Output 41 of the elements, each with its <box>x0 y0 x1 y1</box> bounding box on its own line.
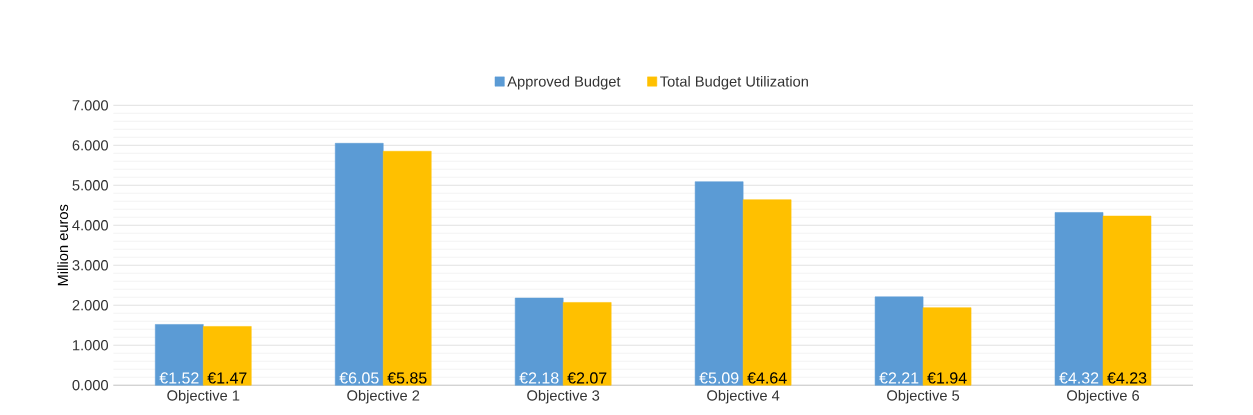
bar <box>334 143 384 386</box>
x-tick-label: Objective 3 <box>527 390 600 404</box>
bar <box>382 151 432 386</box>
data-label: €1.94 <box>927 372 967 384</box>
data-label: €1.52 <box>159 372 199 384</box>
data-label: €4.32 <box>1059 372 1099 384</box>
y-tick-label: 4.000 <box>72 220 109 231</box>
data-label: €4.64 <box>747 372 787 384</box>
data-label: €6.05 <box>339 372 379 384</box>
y-tick-label: 0.000 <box>72 380 109 391</box>
bar <box>742 199 792 386</box>
data-label: €2.07 <box>567 372 607 384</box>
data-label: €5.85 <box>387 372 427 384</box>
bar <box>694 181 744 386</box>
y-tick-label: 3.000 <box>72 260 109 271</box>
x-tick-label: Objective 2 <box>347 390 420 404</box>
y-tick-label: 2.000 <box>72 300 109 311</box>
bar <box>922 307 972 386</box>
bar <box>1054 212 1104 386</box>
bar <box>155 324 204 386</box>
bar <box>1102 216 1152 386</box>
data-label: €4.23 <box>1107 372 1147 384</box>
legend-label: Approved Budget <box>507 76 621 90</box>
data-label: €1.47 <box>207 372 247 384</box>
y-tick-label: 6.000 <box>72 140 109 151</box>
y-axis-title: Million euros <box>57 204 69 286</box>
bar <box>514 298 564 386</box>
x-tick-label: Objective 4 <box>707 390 780 404</box>
y-tick-label: 7.000 <box>72 100 109 111</box>
legend-label: Total Budget Utilization <box>660 76 808 90</box>
y-tick-label: 1.000 <box>73 340 109 351</box>
x-tick-label: Objective 1 <box>167 390 240 404</box>
bar <box>203 326 252 386</box>
data-label: €2.18 <box>519 372 559 384</box>
bar <box>562 302 612 386</box>
x-tick-label: Objective 5 <box>887 390 960 404</box>
y-tick-label: 5.000 <box>72 180 109 191</box>
data-label: €5.09 <box>699 372 739 384</box>
data-label: €2.21 <box>879 372 919 384</box>
bar <box>874 296 924 386</box>
x-tick-label: Objective 6 <box>1067 390 1140 404</box>
